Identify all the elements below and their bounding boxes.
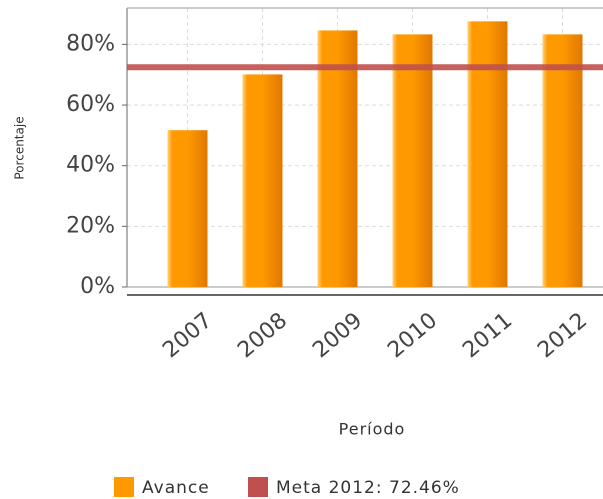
x-axis-label: Período bbox=[339, 420, 406, 439]
x-tick-label: 2012 bbox=[533, 308, 592, 363]
bar bbox=[167, 130, 208, 287]
x-tick-label: 2008 bbox=[233, 308, 292, 363]
bar bbox=[542, 34, 583, 287]
bar bbox=[317, 30, 358, 287]
legend-swatch bbox=[114, 477, 134, 497]
y-tick-label: 40% bbox=[66, 153, 115, 178]
x-tick-label: 2010 bbox=[383, 308, 442, 363]
y-tick-label: 60% bbox=[66, 92, 115, 117]
y-axis-label: Porcentaje bbox=[13, 116, 27, 179]
x-tick-label: 2007 bbox=[158, 308, 217, 363]
y-tick-label: 0% bbox=[80, 274, 115, 299]
legend-label: Avance bbox=[142, 478, 210, 498]
bar bbox=[242, 74, 283, 288]
x-tick-label: 2011 bbox=[458, 308, 517, 363]
bar bbox=[467, 21, 508, 288]
legend-swatch bbox=[248, 477, 268, 497]
legend-label: Meta 2012: 72.46% bbox=[276, 478, 460, 498]
y-tick-label: 20% bbox=[66, 213, 115, 238]
x-tick-label: 2009 bbox=[308, 308, 367, 363]
y-tick-label: 80% bbox=[66, 31, 115, 56]
bar bbox=[392, 34, 433, 287]
